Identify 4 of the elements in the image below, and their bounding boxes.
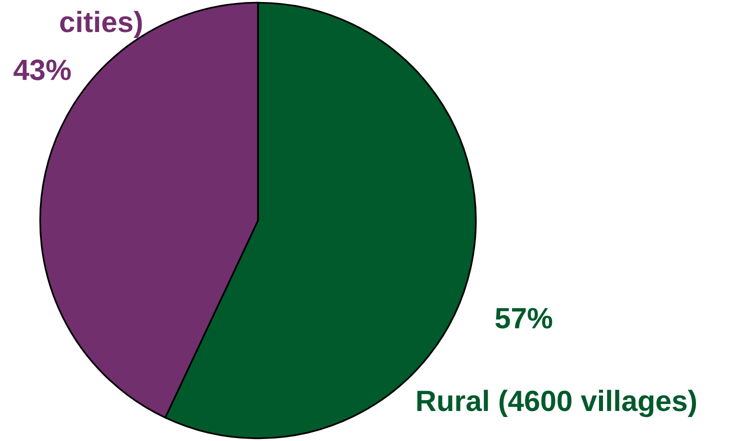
slice-label: Rural (4600 villages) bbox=[417, 390, 696, 418]
slice-label: cities) bbox=[60, 10, 142, 38]
data-label: 43% bbox=[14, 60, 71, 80]
data-label: 57% bbox=[495, 308, 552, 329]
